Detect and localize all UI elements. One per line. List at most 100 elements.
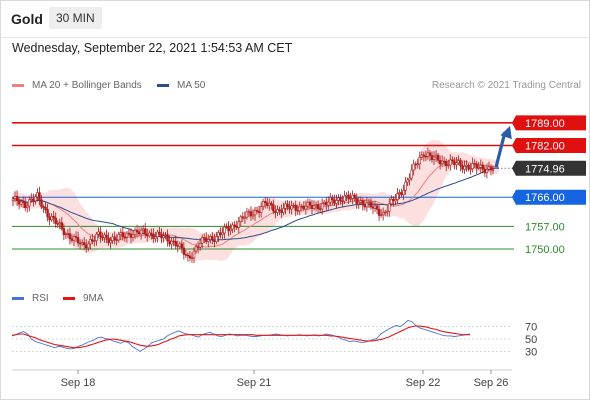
candle-body [428, 152, 432, 156]
candle [467, 163, 470, 172]
candle [215, 232, 218, 244]
candle-body [82, 242, 86, 245]
candle [396, 188, 399, 204]
candle-body [406, 179, 409, 183]
candle-body [390, 198, 393, 205]
candle-body [60, 222, 64, 229]
candle [233, 220, 236, 233]
candle-body [345, 194, 348, 197]
candle-body [457, 160, 460, 163]
candle-body [469, 168, 472, 170]
candle-body [404, 181, 407, 191]
candle-body [76, 237, 80, 244]
candle-body [164, 234, 167, 237]
x-tick-label: Sep 22 [406, 377, 441, 389]
level-label-2: 1774.96 [512, 160, 586, 176]
candle-body [174, 241, 177, 247]
candle-body [48, 216, 51, 221]
candle-body [339, 197, 342, 202]
candle [133, 227, 137, 240]
candle-body [144, 228, 147, 235]
level-label-box [512, 115, 586, 131]
candle [255, 206, 259, 215]
candle-body [99, 231, 102, 238]
candle-body [367, 201, 371, 204]
candle [28, 196, 31, 212]
candle-body [135, 229, 139, 233]
candle-body [162, 235, 165, 239]
candle-body [182, 247, 186, 255]
candle [113, 231, 116, 245]
candle [286, 200, 289, 211]
candle-body [292, 204, 295, 207]
candle [87, 240, 90, 252]
candle [158, 227, 161, 237]
candle-body [50, 216, 53, 221]
candle [40, 195, 43, 210]
candle-body [410, 169, 413, 179]
candle [451, 156, 454, 165]
candle-body [196, 246, 200, 248]
candle-body [489, 166, 493, 171]
candle-body [430, 155, 434, 161]
candle-body [188, 255, 192, 259]
candle [428, 149, 432, 162]
candle-body [408, 177, 411, 181]
candle-body [274, 210, 277, 213]
research-credit: Research © 2021 Trading Central [431, 80, 581, 91]
candle [105, 229, 108, 244]
candle-body [298, 205, 301, 212]
candle [402, 184, 405, 201]
candle [223, 223, 226, 239]
candle-body [467, 164, 470, 170]
candle [440, 155, 444, 168]
candle [72, 234, 76, 246]
candle-body [30, 198, 33, 201]
candle-body [473, 163, 476, 165]
candle-body [89, 239, 92, 245]
candle [447, 159, 450, 169]
candle-body [266, 202, 269, 206]
candle-body [261, 201, 265, 208]
candle-body [386, 210, 389, 213]
candle [229, 223, 232, 236]
candle [68, 227, 72, 245]
level-label-text: 1766.00 [525, 192, 565, 204]
candle-body [28, 199, 31, 207]
ma20-swatch [12, 84, 24, 87]
candle-body [139, 229, 143, 235]
candle-body [133, 229, 137, 236]
candle-body [192, 250, 196, 259]
candle-body [198, 243, 202, 248]
candle-body [241, 216, 245, 219]
candle-body [200, 237, 204, 244]
candle-body [481, 164, 485, 170]
candle-body [381, 211, 385, 216]
candle-body [42, 206, 45, 208]
timeframe-button[interactable]: 30 MIN [49, 7, 102, 29]
candle-body [465, 164, 468, 167]
candle-body [237, 221, 240, 228]
candle [150, 228, 153, 240]
ma20-line [12, 159, 499, 248]
candle [131, 230, 135, 242]
rsi-swatch [12, 297, 24, 300]
candle [406, 177, 409, 187]
candle-body [245, 211, 249, 218]
candle-body [103, 234, 106, 238]
candle-body [477, 167, 480, 169]
legend-ma20-label: MA 20 + Bollinger Bands [32, 80, 142, 91]
candle [54, 212, 57, 228]
candle-body [333, 199, 336, 204]
candle-body [394, 199, 397, 202]
candle-body [109, 240, 112, 244]
candle-body [302, 205, 306, 210]
candle [259, 201, 263, 218]
candle [449, 154, 452, 171]
candle-body [420, 154, 424, 158]
candle [327, 196, 330, 210]
candle-body [152, 233, 155, 239]
candle [386, 206, 389, 217]
candle [469, 163, 472, 175]
